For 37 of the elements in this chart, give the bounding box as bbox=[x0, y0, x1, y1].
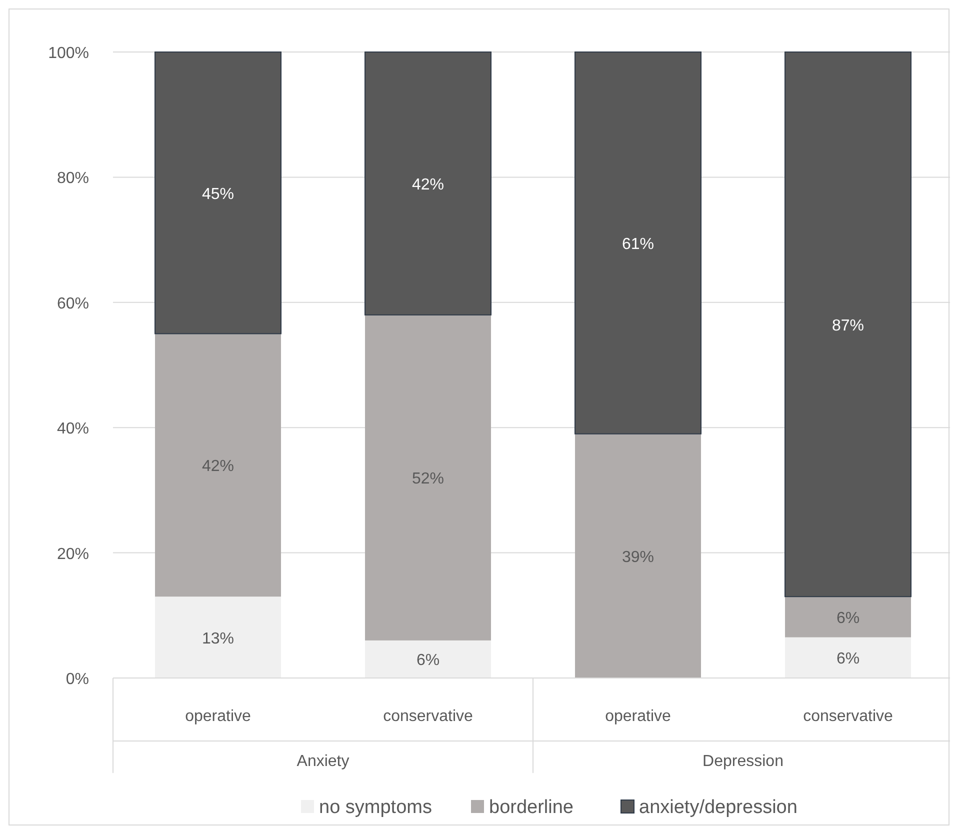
data-label: 6% bbox=[836, 610, 860, 627]
bar bbox=[155, 334, 281, 597]
bar bbox=[785, 637, 911, 678]
bar bbox=[785, 596, 911, 638]
data-label: 45% bbox=[202, 186, 234, 203]
data-label: 42% bbox=[202, 458, 234, 476]
x-tick-label: conservative bbox=[383, 708, 474, 725]
y-tick-label: 60% bbox=[56, 295, 89, 312]
data-label: 6% bbox=[416, 652, 440, 670]
bar bbox=[364, 52, 492, 316]
bar bbox=[365, 640, 491, 678]
data-label: 6% bbox=[836, 650, 860, 668]
y-tick-label: 20% bbox=[56, 546, 89, 563]
bar bbox=[784, 52, 912, 598]
data-label: 13% bbox=[202, 630, 234, 648]
x-tick-label: operative bbox=[605, 708, 672, 725]
y-tick-label: 100% bbox=[48, 45, 89, 62]
data-label: 61% bbox=[622, 236, 654, 253]
x-tick-label: conservative bbox=[803, 708, 894, 725]
data-label: 39% bbox=[622, 548, 654, 566]
y-tick-label: 40% bbox=[56, 420, 89, 438]
y-tick-label: 0% bbox=[66, 671, 89, 688]
legend-label: no symptoms bbox=[319, 797, 432, 818]
text: Depression bbox=[702, 753, 784, 770]
data-label: 42% bbox=[412, 176, 444, 194]
bar bbox=[365, 314, 491, 640]
bar bbox=[574, 52, 702, 434]
y-tick-label: 80% bbox=[56, 170, 89, 188]
data-label: 52% bbox=[412, 470, 444, 488]
legend-label: borderline bbox=[489, 797, 574, 818]
bar bbox=[575, 434, 701, 678]
bar bbox=[155, 596, 281, 678]
data-label: 87% bbox=[832, 317, 864, 334]
bar bbox=[154, 52, 282, 334]
legend-label: anxiety/depression bbox=[639, 797, 798, 818]
x-tick-label: operative bbox=[185, 708, 252, 725]
text: Anxiety bbox=[296, 753, 350, 770]
